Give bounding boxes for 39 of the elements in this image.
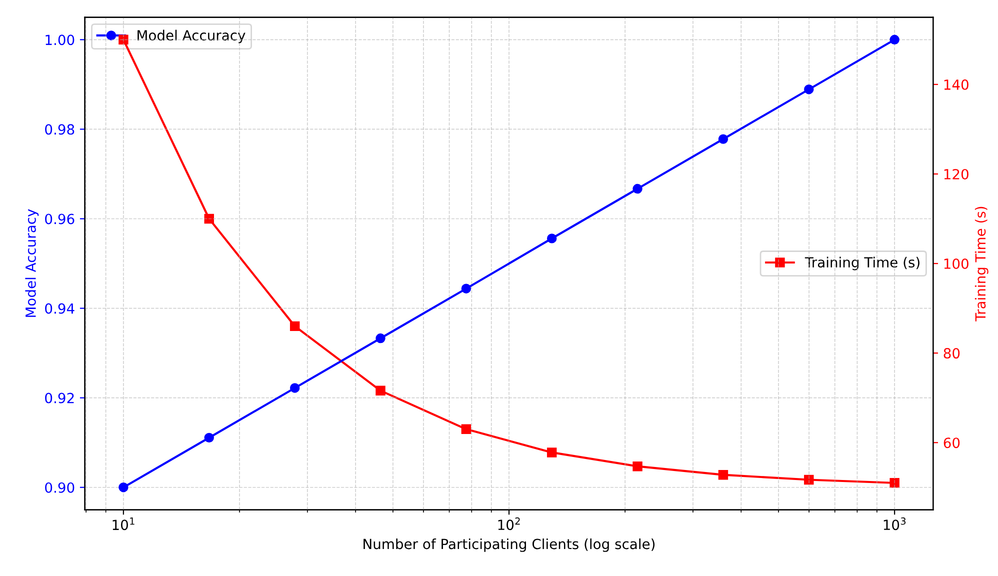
- point: [461, 424, 472, 434]
- legend-label: Model Accuracy: [138, 30, 246, 44]
- point: [718, 470, 728, 480]
- point: [632, 461, 642, 472]
- point: [118, 34, 128, 45]
- point: [376, 333, 386, 344]
- point: [204, 432, 214, 443]
- point: [546, 234, 557, 244]
- y-tick-label: 1.00: [46, 34, 74, 46]
- point: [890, 478, 900, 488]
- y-tick-label: 0.96: [45, 214, 74, 224]
- point: [890, 34, 900, 45]
- point: [546, 448, 557, 458]
- x-axis-title: Number of Participating Clients (log scale): [364, 538, 655, 552]
- y2-tick-label: 80: [944, 348, 960, 359]
- point: [290, 383, 300, 393]
- point: [804, 84, 814, 94]
- point: [118, 482, 128, 492]
- y2-axis-title: Training Time (s): [974, 206, 988, 322]
- y-axis-title: Model Accuracy: [25, 209, 39, 317]
- x-tick-label: 10$^{3}$: [884, 517, 906, 530]
- point: [632, 184, 642, 194]
- point: [461, 284, 472, 294]
- point: [804, 474, 814, 485]
- y2-tick-label: 120: [944, 168, 968, 180]
- y2-tick-label: 100: [944, 258, 968, 269]
- x-tick-label: 10$^{2}$: [498, 517, 520, 530]
- y2-tick-label: 60: [944, 438, 960, 448]
- legend-label: Training Time (s): [804, 256, 920, 270]
- y2-tick-label: 140: [944, 79, 968, 90]
- y-tick-label: 0.92: [45, 392, 74, 404]
- point: [290, 321, 300, 332]
- point: [718, 134, 728, 144]
- y-tick-label: 0.94: [45, 303, 74, 314]
- y-tick-label: 0.98: [45, 124, 74, 135]
- point: [376, 386, 386, 396]
- x-tick-label: 10$^{1}$: [112, 518, 134, 530]
- y-tick-label: 0.90: [45, 482, 74, 493]
- point: [204, 214, 214, 224]
